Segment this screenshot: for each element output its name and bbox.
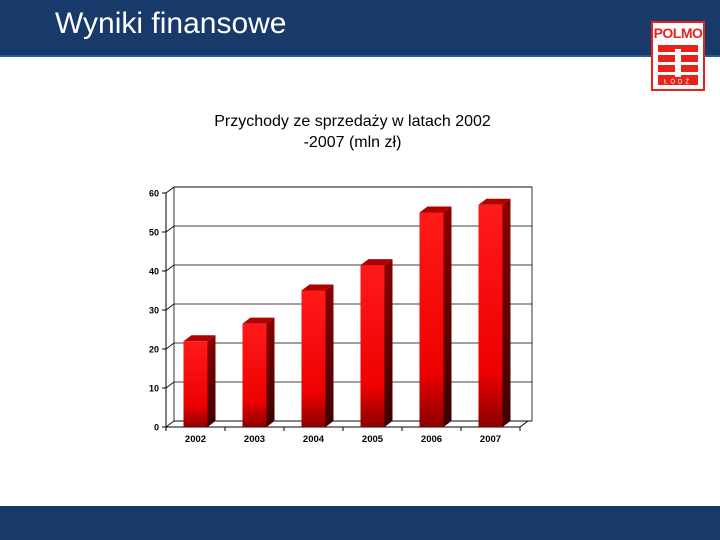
bar-2004 xyxy=(301,284,334,427)
y-tick-label: 10 xyxy=(149,384,159,394)
bar-side xyxy=(266,317,275,427)
logo-emblem: ŁÓDŹ xyxy=(658,45,698,86)
bar-side xyxy=(502,198,511,427)
bar-2007 xyxy=(478,198,511,427)
x-tick-label: 2007 xyxy=(480,434,501,445)
bar-front xyxy=(360,265,385,427)
chart-title-line-1: Przychody ze sprzedaży w latach 2002 xyxy=(214,113,491,130)
y-tick-label: 30 xyxy=(149,306,159,316)
y-tick-label: 0 xyxy=(154,423,159,433)
x-tick-label: 2003 xyxy=(244,434,265,445)
gridline-diagonal xyxy=(165,381,175,389)
gridline-diagonal xyxy=(165,420,175,428)
bar-side xyxy=(325,284,334,427)
chart-labels: 0 10 20 30 40 50 60 2002 2003 2004 2005 2006 2007 xyxy=(149,189,501,446)
gridline-diagonal xyxy=(165,303,175,311)
footer-bar xyxy=(0,506,720,540)
bar-front xyxy=(478,204,503,427)
bar-side xyxy=(207,335,216,427)
gridline-diagonal xyxy=(165,342,175,350)
bar-side xyxy=(384,259,393,427)
bar-2002 xyxy=(183,335,216,427)
revenue-bar-chart: 0 10 20 30 40 50 60 2002 2003 2004 2005 2006 2007 xyxy=(149,186,533,446)
chart-bars xyxy=(183,198,511,427)
x-tick-label: 2002 xyxy=(185,434,206,445)
page-title: Wyniki finansowe xyxy=(55,7,287,40)
chart-grid xyxy=(165,186,533,428)
polmo-logo-icon: POLMO ŁÓDŹ xyxy=(651,21,705,91)
y-tick-label: 60 xyxy=(149,189,159,199)
bar-top xyxy=(183,335,216,342)
y-tick-label: 50 xyxy=(149,228,159,238)
x-tick-label: 2006 xyxy=(421,434,442,445)
bar-2006 xyxy=(419,206,452,427)
header-bar: Wyniki finansowe xyxy=(0,0,720,57)
bar-top xyxy=(242,317,275,324)
x-axis-depth xyxy=(519,420,529,428)
gridline-diagonal xyxy=(165,186,175,194)
gridline-diagonal xyxy=(165,225,175,233)
bar-front xyxy=(301,290,326,427)
x-tick-label: 2004 xyxy=(303,434,325,445)
chart-title: Przychody ze sprzedaży w latach 2002 -20… xyxy=(170,111,535,153)
bar-2003 xyxy=(242,317,275,427)
bar-top xyxy=(478,198,511,205)
y-tick-label: 20 xyxy=(149,345,159,355)
bar-front xyxy=(183,341,208,427)
chart-title-line-2: -2007 (mln zł) xyxy=(303,134,402,151)
gridline-diagonal xyxy=(165,264,175,272)
bar-front xyxy=(419,212,444,427)
bar-top xyxy=(301,284,334,291)
bar-top xyxy=(360,259,393,266)
logo-text: POLMO xyxy=(653,25,703,41)
chart-axes xyxy=(162,192,529,431)
logo-subtext: ŁÓDŹ xyxy=(664,79,692,86)
bar-front xyxy=(242,323,267,427)
bar-side xyxy=(443,206,452,427)
x-tick-label: 2005 xyxy=(362,434,384,445)
bar-top xyxy=(419,206,452,213)
bar-2005 xyxy=(360,259,393,427)
y-tick-label: 40 xyxy=(149,267,159,277)
